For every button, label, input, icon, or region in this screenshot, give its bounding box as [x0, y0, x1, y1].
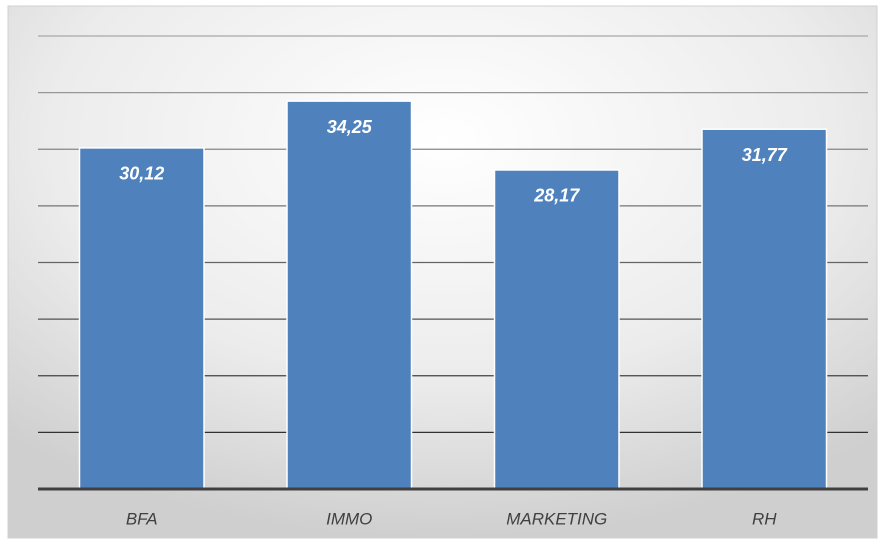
x-tick-label: IMMO	[326, 509, 372, 528]
x-tick-label: RH	[752, 509, 777, 528]
bar	[701, 128, 828, 490]
value-label: 28,17	[533, 186, 580, 206]
value-label: 30,12	[119, 164, 164, 184]
bar	[286, 100, 413, 490]
x-tick-label: BFA	[126, 509, 158, 528]
bar	[78, 147, 205, 490]
bar	[493, 169, 620, 490]
value-label: 31,77	[742, 145, 788, 165]
value-label: 34,25	[327, 117, 373, 137]
plot: BFA 30,12 IMMO 34,25 MARKETING 28,17 RH 31,77	[38, 100, 868, 528]
x-tick-label: MARKETING	[506, 509, 607, 528]
